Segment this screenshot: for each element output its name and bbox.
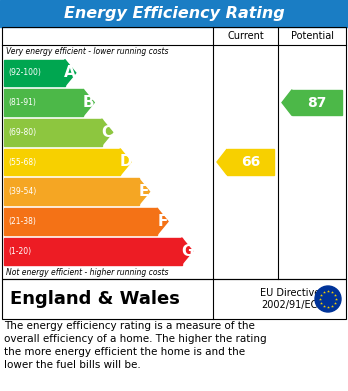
Text: Current: Current: [227, 31, 264, 41]
Bar: [292, 90, 342, 115]
Bar: [4, 238, 182, 264]
Text: Not energy efficient - higher running costs: Not energy efficient - higher running co…: [6, 268, 168, 277]
Text: A: A: [64, 65, 76, 81]
Text: the more energy efficient the home is and the: the more energy efficient the home is an…: [4, 347, 245, 357]
Bar: [4, 119, 102, 145]
Bar: [4, 178, 139, 205]
Text: (69-80): (69-80): [8, 128, 36, 137]
Text: England & Wales: England & Wales: [10, 290, 180, 308]
Polygon shape: [182, 238, 192, 264]
Text: (1-20): (1-20): [8, 247, 31, 256]
Polygon shape: [83, 89, 94, 116]
Bar: [2, 279, 346, 319]
Polygon shape: [120, 149, 131, 175]
Polygon shape: [139, 178, 150, 205]
Polygon shape: [157, 208, 168, 235]
Text: Energy Efficiency Rating: Energy Efficiency Rating: [64, 6, 284, 21]
Bar: [227, 149, 274, 175]
Text: (39-54): (39-54): [8, 187, 36, 196]
Bar: [4, 89, 83, 116]
Text: (81-91): (81-91): [8, 98, 36, 107]
Text: F: F: [157, 214, 168, 229]
Polygon shape: [282, 90, 292, 115]
Text: Potential: Potential: [291, 31, 333, 41]
Text: The energy efficiency rating is a measure of the: The energy efficiency rating is a measur…: [4, 321, 255, 331]
Bar: [0, 0, 348, 27]
Text: G: G: [181, 244, 193, 258]
Text: lower the fuel bills will be.: lower the fuel bills will be.: [4, 360, 141, 370]
Text: EU Directive
2002/91/EC: EU Directive 2002/91/EC: [260, 288, 320, 310]
Text: overall efficiency of a home. The higher the rating: overall efficiency of a home. The higher…: [4, 334, 267, 344]
Bar: [4, 208, 157, 235]
Text: (21-38): (21-38): [8, 217, 36, 226]
Polygon shape: [102, 119, 113, 145]
Text: C: C: [102, 125, 113, 140]
Text: D: D: [119, 154, 132, 170]
Bar: [4, 149, 120, 175]
Polygon shape: [217, 149, 227, 175]
Text: (55-68): (55-68): [8, 158, 36, 167]
Text: 87: 87: [307, 95, 327, 109]
Text: 66: 66: [241, 155, 260, 169]
Text: Very energy efficient - lower running costs: Very energy efficient - lower running co…: [6, 47, 168, 56]
Circle shape: [315, 286, 341, 312]
Text: (92-100): (92-100): [8, 68, 41, 77]
Text: E: E: [139, 184, 149, 199]
Bar: [4, 59, 65, 86]
Bar: [2, 27, 346, 279]
Text: B: B: [83, 95, 95, 110]
Polygon shape: [65, 59, 76, 86]
